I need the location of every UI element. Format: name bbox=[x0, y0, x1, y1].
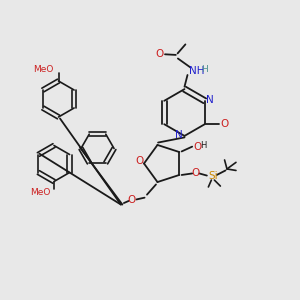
Text: Si: Si bbox=[208, 172, 218, 182]
Text: O: O bbox=[156, 49, 164, 59]
Text: MeO: MeO bbox=[31, 188, 51, 197]
Text: H: H bbox=[202, 65, 208, 74]
Text: NH: NH bbox=[189, 65, 205, 76]
Text: MeO: MeO bbox=[34, 64, 54, 74]
Text: O: O bbox=[220, 119, 228, 129]
Text: O: O bbox=[128, 195, 136, 205]
Text: O: O bbox=[193, 142, 201, 152]
Text: O: O bbox=[135, 155, 144, 166]
Text: H: H bbox=[200, 141, 206, 150]
Text: N: N bbox=[206, 95, 214, 105]
Text: O: O bbox=[192, 169, 200, 178]
Text: N: N bbox=[175, 130, 183, 140]
